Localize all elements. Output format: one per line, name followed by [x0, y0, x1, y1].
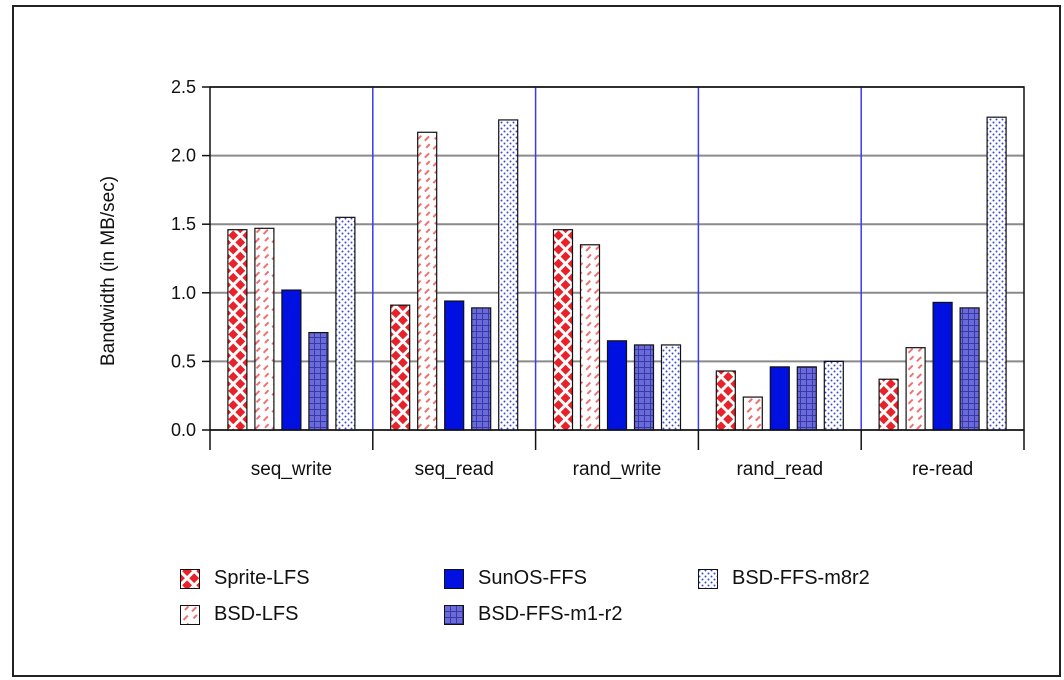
- bar-bsd-lfs-seq-write: [254, 227, 275, 431]
- bar-bsd-ffs-m1-r2-seq-read: [471, 307, 492, 431]
- axes: [202, 86, 1025, 450]
- bar-sunos-ffs-seq-read: [444, 300, 465, 431]
- x-tick-label: rand_write: [573, 459, 662, 480]
- y-tick-label: 2.0: [171, 146, 196, 166]
- bsd-ffs-m8r2-swatch-icon: [698, 568, 718, 589]
- y-tick-label: 1.5: [171, 214, 196, 234]
- legend-label: BSD-FFS-m1-r2: [478, 603, 623, 625]
- y-tick-label: 0.0: [171, 420, 196, 440]
- tick-labels: 0.0 0.5 1.0 1.5 2.0 2.5 seq_write seq_read rand_…: [171, 77, 973, 480]
- bar-sunos-ffs-seq-write: [281, 289, 302, 431]
- x-tick-label: re-read: [912, 459, 973, 480]
- bar-bsd-ffs-m1-r2-seq-write: [308, 331, 329, 431]
- category-dividers: [372, 87, 862, 430]
- x-tick-label: seq_write: [251, 459, 332, 480]
- legend-item-bsd-lfs: BSD-LFS: [180, 603, 298, 626]
- legend-item-bsd-ffs-m1-r2: BSD-FFS-m1-r2: [444, 603, 622, 626]
- legend-label: BSD-FFS-m8r2: [732, 567, 870, 589]
- bar-bsd-ffs-m8r2-re-read: [986, 116, 1007, 431]
- x-tick-label: rand_read: [736, 459, 823, 480]
- bar-sprite-lfs-re-read: [878, 378, 899, 431]
- bar-sunos-ffs-rand-read: [769, 366, 790, 431]
- bars: [227, 116, 1007, 431]
- legend-item-sprite-lfs: Sprite-LFS: [180, 567, 310, 590]
- legend-label: Sprite-LFS: [214, 567, 310, 589]
- bar-sprite-lfs-seq-write: [227, 229, 248, 431]
- sprite-lfs-swatch-icon: [180, 568, 200, 589]
- plot-frame: [209, 86, 1025, 431]
- x-tick-label: seq_read: [415, 459, 494, 480]
- bsd-ffs-m1-r2-swatch-icon: [444, 604, 464, 625]
- bar-sprite-lfs-seq-read: [390, 304, 411, 431]
- bar-bsd-ffs-m1-r2-rand-read: [796, 366, 817, 431]
- y-axis-label: Bandwidth (in MB/sec): [98, 176, 119, 366]
- bar-bsd-ffs-m8r2-rand-write: [660, 344, 682, 431]
- y-tick-label: 0.5: [171, 351, 196, 371]
- legend-label: BSD-LFS: [214, 603, 299, 625]
- y-tick-label: 2.5: [171, 77, 196, 97]
- legend-item-bsd-ffs-m8r2: BSD-FFS-m8r2: [698, 567, 870, 590]
- bar-sunos-ffs-re-read: [932, 301, 953, 431]
- legend-label: SunOS-FFS: [478, 567, 587, 589]
- bar-sprite-lfs-rand-read: [715, 370, 736, 431]
- bar-bsd-lfs-seq-read: [417, 131, 438, 431]
- bar-bsd-lfs-rand-write: [579, 244, 601, 431]
- figure-frame: 0.0 0.5 1.0 1.5 2.0 2.5 seq_write seq_read rand_…: [12, 5, 1061, 677]
- y-tick-label: 1.0: [171, 283, 196, 303]
- bar-bsd-lfs-rand-read: [742, 396, 763, 431]
- bar-bsd-ffs-m1-r2-re-read: [959, 307, 980, 431]
- legend-item-sunos-ffs: SunOS-FFS: [444, 567, 587, 590]
- bar-bsd-lfs-re-read: [905, 347, 926, 431]
- bar-sunos-ffs-rand-write: [606, 340, 628, 431]
- bar-bsd-ffs-m8r2-seq-read: [498, 119, 519, 431]
- bar-bsd-ffs-m1-r2-rand-write: [633, 344, 655, 431]
- bar-sprite-lfs-rand-write: [552, 229, 574, 431]
- sunos-ffs-swatch-icon: [444, 568, 464, 589]
- bandwidth-chart: 0.0 0.5 1.0 1.5 2.0 2.5 seq_write seq_read rand_…: [98, 77, 1025, 480]
- bsd-lfs-swatch-icon: [180, 604, 200, 625]
- bar-bsd-ffs-m8r2-rand-read: [823, 360, 844, 431]
- bar-bsd-ffs-m8r2-seq-write: [335, 216, 356, 431]
